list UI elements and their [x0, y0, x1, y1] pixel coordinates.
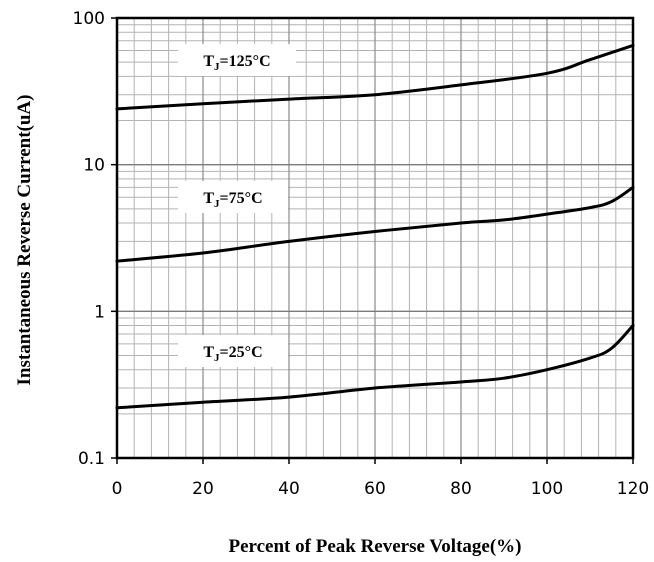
series-label-subscript: J: [214, 198, 220, 210]
series-label-1: TJ=125°C: [203, 53, 270, 73]
y-axis-ticks: 0.1 1 10 100: [73, 9, 117, 469]
series-label-2: TJ=75°C: [203, 190, 262, 210]
x-tick-label: 100: [531, 479, 563, 499]
y-tick-label: 100: [73, 9, 105, 29]
series-labels: TJ=125°CTJ=75°CTJ=25°C: [178, 44, 296, 367]
series-label-main: T: [203, 53, 214, 70]
x-axis-title: Percent of Peak Reverse Voltage(%): [229, 536, 522, 557]
series-label-background: [178, 335, 288, 367]
x-tick-label: 40: [278, 479, 300, 499]
series-lines: [115, 43, 635, 410]
x-tick-label: 80: [450, 479, 472, 499]
x-tick-label: 120: [617, 479, 649, 499]
y-axis-title: Instantaneous Reverse Current(uA): [14, 95, 35, 386]
series-line-1: [115, 43, 635, 111]
series-label-background: [178, 44, 296, 76]
major-gridlines: [117, 18, 633, 458]
x-tick-label: 20: [192, 479, 214, 499]
x-tick-label: 60: [364, 479, 386, 499]
x-tick-label: 0: [112, 479, 123, 499]
series-label-3: TJ=25°C: [203, 344, 262, 364]
series-label-rest: =25°C: [220, 344, 263, 361]
series-label-rest: =125°C: [220, 53, 271, 70]
series-label-subscript: J: [214, 61, 220, 73]
y-tick-label: 1: [94, 302, 105, 322]
series-label-subscript: J: [214, 352, 220, 364]
series-line-2: [115, 185, 635, 263]
series-label-background: [178, 181, 288, 213]
x-axis-ticks: 0 20 40 60 80 100 120: [112, 458, 649, 499]
series-label-rest: =75°C: [220, 190, 263, 207]
series-label-main: T: [203, 190, 214, 207]
y-tick-label: 10: [83, 156, 105, 176]
series-line-3: [115, 324, 635, 410]
y-tick-label: 0.1: [78, 449, 105, 469]
series-label-main: T: [203, 344, 214, 361]
